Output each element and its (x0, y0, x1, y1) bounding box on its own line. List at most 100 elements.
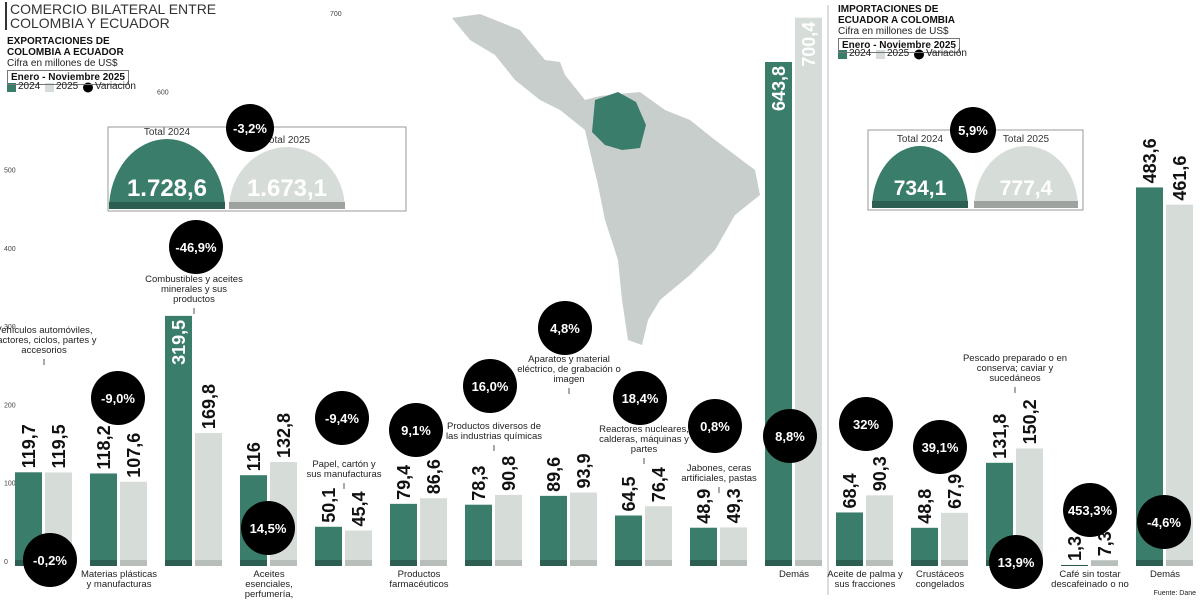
total-label: Total 2024 (897, 134, 944, 145)
bar (615, 515, 642, 566)
total-variation (950, 107, 996, 153)
value-label: 78,3 (469, 466, 489, 501)
variation-label: -4,6% (1147, 515, 1181, 530)
bar-base (941, 560, 968, 566)
bar-base (720, 560, 747, 566)
bar-base (836, 560, 863, 566)
variation-label: 16,0% (472, 379, 509, 394)
value-label: 643,8 (769, 66, 789, 111)
value-label: 483,6 (1140, 138, 1160, 183)
category-label: Productos farmacéuticos (389, 569, 449, 590)
variation-label: 13,9% (998, 555, 1035, 570)
value-label: 86,6 (424, 459, 444, 494)
bar-base (1061, 564, 1088, 566)
bar (420, 498, 447, 566)
value-label: 169,8 (199, 384, 219, 429)
total-label: Total 2024 (144, 127, 191, 138)
variation-label: -9,0% (101, 391, 135, 406)
variation-marker (23, 533, 77, 587)
dome-base (872, 201, 968, 208)
category-label: Materias plásticas y manufacturas (80, 569, 158, 590)
variation-marker (315, 391, 369, 445)
bar-base (345, 560, 372, 566)
total-variation-label: 5,9% (958, 123, 988, 138)
bar-base (1166, 560, 1193, 566)
variation-label: 18,4% (622, 391, 659, 406)
total-dome (872, 146, 968, 208)
category-label: Aceite de palma y sus fracciones (827, 569, 903, 590)
total-value: 1.673,1 (247, 175, 327, 202)
value-label: 132,8 (274, 413, 294, 458)
map (452, 14, 760, 345)
variation-label: 14,5% (250, 521, 287, 536)
value-label: 7,3 (1095, 531, 1115, 556)
variation-label: 32% (853, 417, 879, 432)
legend-label: 2025 (887, 48, 910, 59)
bar (836, 512, 863, 566)
bar-base (465, 560, 492, 566)
variation-label: 8,8% (775, 429, 805, 444)
y-tick-label: 100 (4, 481, 16, 488)
variation-marker (1063, 483, 1117, 537)
value-label: 1,3 (1065, 536, 1085, 561)
y-tick-label: 700 (330, 11, 342, 18)
bar-base (240, 560, 267, 566)
value-label: 319,5 (169, 320, 189, 365)
y-tick-label: 0 (4, 559, 8, 566)
dome-base (974, 201, 1078, 208)
legend-label: Variación (926, 48, 967, 59)
category-label: Demás (778, 569, 810, 580)
bar (570, 492, 597, 566)
dome-base (229, 202, 345, 209)
bar-base (315, 560, 342, 566)
category-label: Demás (1149, 569, 1181, 580)
value-label: 119,7 (19, 424, 39, 468)
category-label: Combustibles y aceites minerales y sus p… (145, 274, 243, 305)
legend-label: Variación (95, 81, 136, 92)
y-tick-label: 500 (4, 168, 16, 175)
variation-marker (839, 397, 893, 451)
value-label: 48,8 (915, 489, 935, 524)
value-label: 48,9 (694, 489, 714, 524)
value-label: 700,4 (799, 22, 819, 67)
bar (795, 17, 822, 567)
y-tick-label: 400 (4, 246, 16, 253)
bar (495, 494, 522, 566)
value-label: 93,9 (574, 453, 594, 488)
bar (165, 315, 192, 566)
value-label: 461,6 (1170, 156, 1190, 201)
variation-marker (913, 420, 967, 474)
bar (120, 481, 147, 566)
category-label: Aparatos y material eléctrico, de grabac… (517, 354, 621, 385)
bar (720, 527, 747, 566)
bar-base (120, 560, 147, 566)
variation-label: -9,4% (325, 411, 359, 426)
bar-base (390, 560, 417, 566)
bar-base (570, 560, 597, 566)
bar-base (795, 560, 822, 566)
category-label: Vehículos automóviles, tractores, ciclos… (0, 325, 97, 356)
variation-label: -0,2% (33, 553, 67, 568)
total-label: Total 2025 (264, 135, 311, 146)
total-value: 777,4 (1000, 177, 1053, 200)
variation-label: -46,9% (175, 240, 217, 255)
category-label: Crustáceos congelados (915, 569, 965, 590)
value-label: 90,3 (870, 456, 890, 491)
chart-subtitle: Cifra en millones de US$ (838, 26, 949, 37)
bar-base (765, 560, 792, 566)
bar (690, 527, 717, 566)
variation-label: 4,8% (550, 321, 580, 336)
variation-marker (763, 409, 817, 463)
category-label: Aceites esenciales, perfumería, cosmétic… (244, 569, 294, 600)
variation-marker (989, 535, 1043, 589)
value-label: 68,4 (840, 473, 860, 508)
category-label: Papel, cartón y sus manufacturas (306, 459, 382, 480)
variation-label: 9,1% (401, 423, 431, 438)
value-label: 79,4 (394, 465, 414, 500)
bar (90, 473, 117, 566)
bar (195, 433, 222, 566)
bar-base (90, 560, 117, 566)
chart-title: IMPORTACIONES DE ECUADOR A COLOMBIA (838, 4, 956, 26)
variation-marker (613, 371, 667, 425)
category-label: Productos diversos de las industrias quí… (445, 421, 543, 442)
